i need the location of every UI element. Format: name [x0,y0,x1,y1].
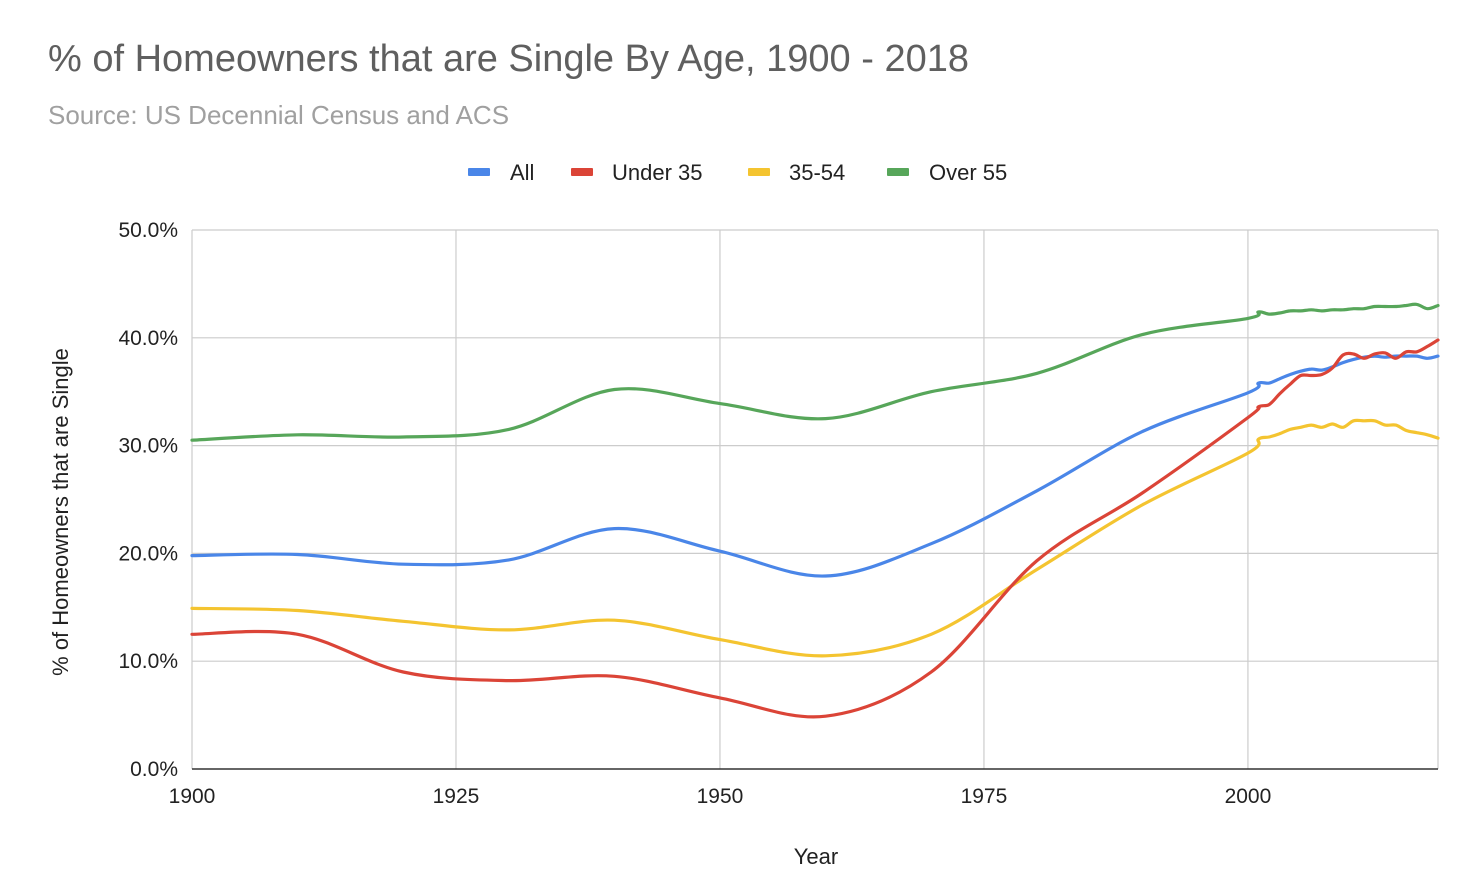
series-line-over-55 [190,302,1440,442]
axes: 0.0% 10.0% 20.0% 30.0% 40.0% 50.0% 1900 1925 195… [118,219,1438,808]
grid-lines [191,229,1439,769]
legend-swatch [748,168,770,176]
y-tick-label: 0.0% [130,758,178,781]
y-axis-label: % of Homeowners that are Single [48,348,73,676]
chart-subtitle: Source: US Decennial Census and ACS [48,100,510,130]
legend-label: Over 55 [929,160,1007,185]
x-tick-label: 1900 [169,785,216,808]
y-tick-label: 40.0% [118,327,178,350]
y-tick-label: 20.0% [118,542,178,565]
legend-item-under-35[interactable]: Under 35 [571,160,703,185]
legend-label: Under 35 [612,160,703,185]
legend-label: 35-54 [789,160,845,185]
x-tick-label: 2000 [1225,785,1272,808]
x-tick-label: 1925 [433,785,480,808]
series-layer [190,302,1440,719]
legend-item-over-55[interactable]: Over 55 [887,160,1007,185]
y-tick-label: 30.0% [118,435,178,458]
legend-swatch [468,168,490,176]
x-axis-label: Year [794,844,838,869]
legend-swatch [887,168,909,176]
x-tick-label: 1950 [697,785,744,808]
series-line-under-35 [190,338,1440,719]
legend-item-35-54[interactable]: 35-54 [748,160,845,185]
y-tick-label: 50.0% [118,219,178,242]
y-tick-label: 10.0% [118,650,178,673]
legend-item-all[interactable]: All [468,160,534,185]
legend-label: All [510,160,534,185]
legend[interactable]: All Under 35 35-54 Over 55 [468,160,1007,185]
x-tick-label: 1975 [961,785,1008,808]
legend-swatch [571,168,593,176]
series-line-all [190,354,1440,578]
series-line-35-54 [190,418,1440,658]
chart-title: % of Homeowners that are Single By Age, … [48,38,969,80]
